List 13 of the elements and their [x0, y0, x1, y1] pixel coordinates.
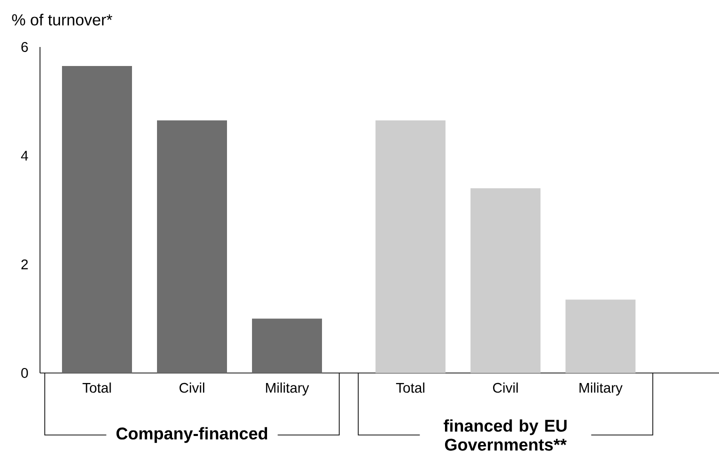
text: financed by EU Governments** [444, 419, 567, 451]
y-tick-label: 4 [21, 150, 28, 160]
x-tick-label: Civil [493, 382, 518, 393]
x-tick-label: Military [580, 382, 623, 396]
y-tick-label: 6 [21, 42, 28, 52]
y-tick-label: 0 [21, 368, 28, 378]
x-tick-label: Military [266, 382, 310, 396]
y-tick-label: 2 [21, 259, 28, 270]
x-tick-label: Total [82, 382, 111, 393]
x-tick-label: Total [396, 382, 424, 393]
x-tick-label: Civil [180, 382, 204, 393]
text: Company-financed [116, 427, 268, 443]
y-axis-title: % of turnover* [12, 14, 112, 26]
